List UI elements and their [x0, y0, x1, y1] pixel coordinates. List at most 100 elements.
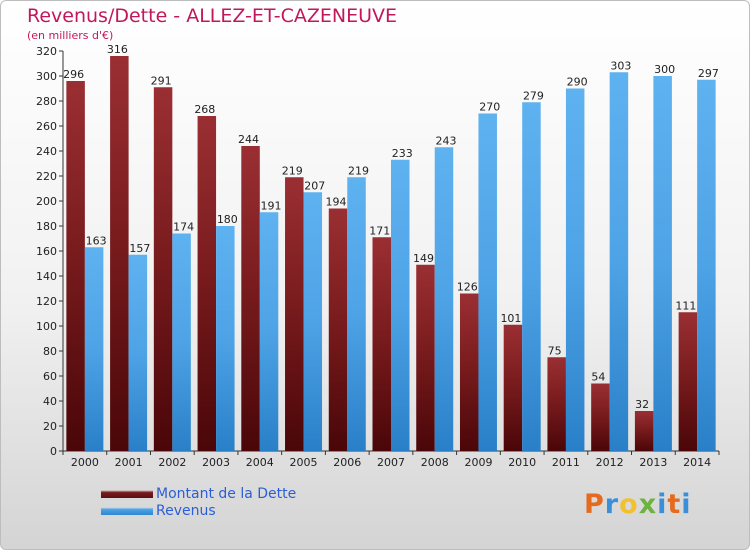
logo-letter: i: [681, 489, 692, 520]
bar-dette: [372, 237, 391, 451]
data-label-dette: 149: [413, 252, 434, 265]
x-tick-label: 2003: [202, 456, 230, 469]
data-label-dette: 101: [500, 312, 521, 325]
x-tick-label: 2000: [71, 456, 99, 469]
y-tick-label: 280: [36, 95, 57, 108]
bar-revenus: [391, 159, 410, 451]
y-tick-label: 200: [36, 195, 57, 208]
y-tick-label: 120: [36, 295, 57, 308]
y-tick-label: 20: [43, 420, 57, 433]
data-label-revenus: 303: [610, 59, 631, 72]
legend-label-revenus: Revenus: [156, 503, 216, 519]
data-label-dette: 126: [457, 281, 478, 294]
x-tick-label: 2013: [639, 456, 667, 469]
bar-revenus: [478, 113, 497, 451]
y-tick-label: 40: [43, 395, 57, 408]
x-tick-label: 2012: [596, 456, 624, 469]
data-label-dette: 32: [635, 398, 649, 411]
x-tick-label: 2007: [377, 456, 405, 469]
legend-swatch-revenus: [101, 507, 153, 515]
data-label-dette: 268: [194, 103, 215, 116]
data-label-revenus: 243: [435, 134, 456, 147]
bar-revenus: [303, 192, 323, 451]
data-label-dette: 291: [151, 74, 172, 87]
x-tick-label: 2004: [246, 456, 274, 469]
data-label-revenus: 290: [567, 76, 588, 89]
y-tick-label: 0: [50, 445, 57, 458]
data-label-dette: 54: [591, 371, 605, 384]
y-tick-label: 80: [43, 345, 57, 358]
bar-dette: [197, 116, 217, 451]
x-tick-label: 2011: [552, 456, 580, 469]
y-axis-label: (en milliers d'€): [27, 29, 114, 42]
data-label-revenus: 219: [348, 164, 369, 177]
data-label-dette: 75: [548, 344, 562, 357]
data-label-revenus: 297: [698, 67, 719, 80]
bar-revenus: [172, 233, 191, 451]
bar-revenus: [609, 72, 629, 451]
bar-revenus: [697, 79, 716, 451]
x-tick-label: 2002: [158, 456, 186, 469]
y-tick-label: 160: [36, 245, 57, 258]
x-tick-label: 2006: [333, 456, 361, 469]
data-label-revenus: 157: [129, 242, 150, 255]
bar-dette: [153, 87, 173, 451]
x-tick-label: 2009: [464, 456, 492, 469]
bar-revenus: [434, 147, 454, 451]
bar-dette: [547, 357, 566, 451]
bar-revenus: [653, 76, 672, 451]
bar-revenus: [84, 247, 104, 451]
data-label-dette: 194: [326, 196, 347, 209]
x-tick-label: 2001: [115, 456, 143, 469]
data-label-dette: 296: [63, 68, 84, 81]
data-label-revenus: 270: [479, 101, 500, 114]
y-tick-label: 300: [36, 70, 57, 83]
bar-revenus: [128, 254, 148, 451]
data-label-dette: 219: [282, 164, 303, 177]
bar-dette: [678, 312, 698, 451]
y-tick-label: 220: [36, 170, 57, 183]
bar-dette: [110, 56, 129, 451]
data-label-revenus: 233: [392, 147, 413, 160]
bar-revenus: [347, 177, 366, 451]
proxiti-logo: Proxiti: [584, 489, 692, 520]
y-tick-label: 320: [36, 45, 57, 58]
y-tick-label: 100: [36, 320, 57, 333]
data-label-dette: 171: [369, 224, 390, 237]
bar-dette: [66, 81, 85, 451]
data-label-revenus: 180: [217, 213, 238, 226]
bar-dette: [503, 324, 523, 451]
logo-letter: t: [667, 489, 682, 520]
x-tick-label: 2005: [290, 456, 318, 469]
x-tick-label: 2008: [421, 456, 449, 469]
bar-dette: [591, 383, 610, 451]
legend-swatch-dette: [101, 490, 153, 498]
bar-dette: [285, 177, 304, 451]
bar-dette: [416, 264, 435, 451]
logo-letter: x: [638, 489, 658, 520]
logo-letter: P: [584, 489, 605, 520]
y-tick-label: 240: [36, 145, 57, 158]
bar-dette: [634, 411, 654, 451]
data-label-revenus: 300: [654, 63, 675, 76]
data-label-revenus: 279: [523, 89, 544, 102]
y-tick-label: 260: [36, 120, 57, 133]
bar-revenus: [216, 226, 235, 451]
bar-revenus: [522, 102, 541, 451]
logo-letter: i: [657, 489, 668, 520]
x-tick-label: 2014: [683, 456, 711, 469]
data-label-revenus: 207: [304, 179, 325, 192]
bar-revenus: [565, 88, 585, 451]
data-label-dette: 316: [107, 43, 128, 56]
y-tick-label: 60: [43, 370, 57, 383]
data-label-revenus: 174: [173, 221, 194, 234]
data-label-revenus: 191: [261, 199, 282, 212]
chart-title: Revenus/Dette - ALLEZ-ET-CAZENEUVE: [27, 5, 398, 27]
bar-dette: [328, 208, 348, 451]
logo-letter: o: [619, 489, 639, 520]
data-label-revenus: 163: [86, 234, 107, 247]
legend-label-dette: Montant de la Dette: [156, 486, 297, 502]
data-label-dette: 111: [675, 299, 696, 312]
